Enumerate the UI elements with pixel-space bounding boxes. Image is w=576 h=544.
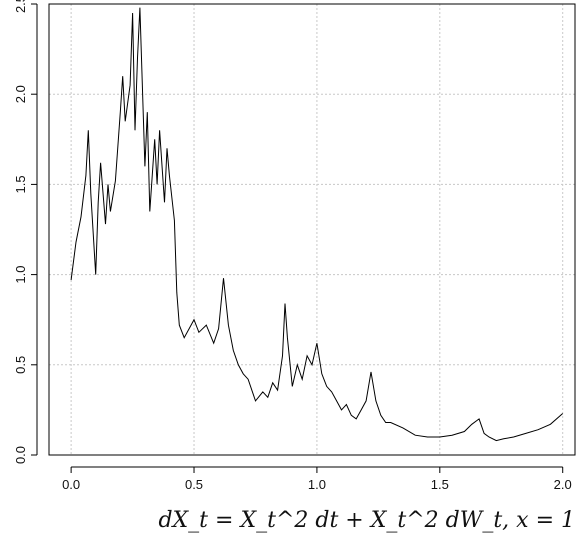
y-tick-label: 2.0: [13, 85, 28, 103]
grid: [49, 3, 575, 456]
x-axis: 0.0 0.5 1.0 1.5 2.0: [62, 466, 572, 492]
y-tick-label: 0.0: [13, 446, 28, 464]
chart-caption: dX_t = X_t^2 dt + X_t^2 dW_t, x = 1: [158, 508, 575, 533]
y-tick-label: 2.5: [13, 0, 28, 13]
y-tick-label: 1.0: [13, 266, 28, 284]
plot-frame: [48, 3, 576, 456]
x-tick-label: 1.5: [431, 477, 449, 492]
y-axis: 0.0 0.5 1.0 1.5 2.0 2.5: [13, 0, 38, 464]
y-tick-label: 1.5: [13, 175, 28, 193]
series-line: [70, 7, 564, 442]
x-tick-label: 0.5: [185, 477, 203, 492]
x-tick-label: 2.0: [554, 477, 572, 492]
x-tick-label: 0.0: [62, 477, 80, 492]
y-tick-label: 0.5: [13, 356, 28, 374]
x-tick-label: 1.0: [308, 477, 326, 492]
